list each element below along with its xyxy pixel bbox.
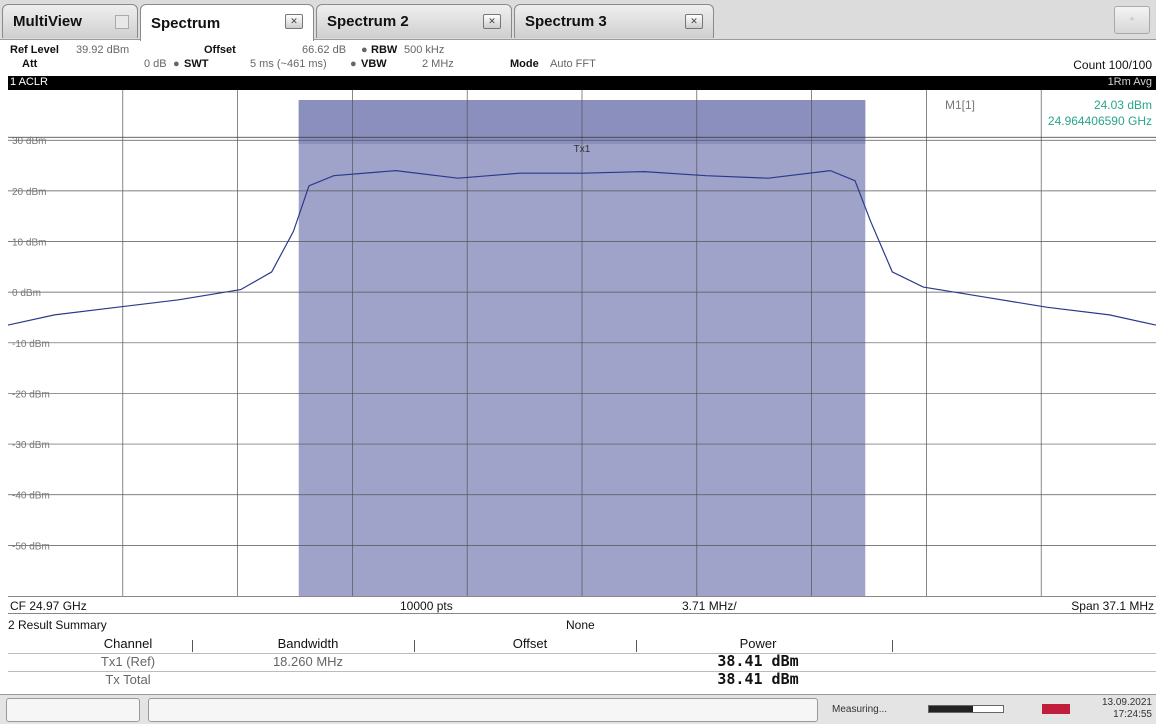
column-separator (892, 640, 893, 652)
multiview-icon (115, 15, 129, 29)
offset-value[interactable]: 66.62 dB (302, 44, 347, 56)
vbw-label: VBW (361, 58, 387, 70)
vbw-value[interactable]: 2 MHz (422, 58, 454, 70)
settings-panel: Ref Level 39.92 dBm Offset 66.62 dB ● RB… (0, 40, 1156, 76)
span[interactable]: Span 37.1 MHz (1071, 599, 1154, 613)
y-axis-ticks: 30 dBm 20 dBm 10 dBm 0 dBm -10 dBm -20 dBm -30… (12, 136, 50, 552)
diagram-footer: CF 24.97 GHz 10000 pts 3.71 MHz/ Span 37… (8, 596, 1156, 614)
tab-spectrum-2-label: Spectrum 2 (327, 13, 409, 30)
tab-spectrum-3[interactable]: Spectrum 3 ✕ (514, 4, 714, 38)
measurement-progress-fill (929, 706, 974, 712)
channel-label-tx1: Tx1 (574, 144, 591, 155)
row-total-power: 38.41 dBm (717, 670, 799, 688)
mode-label: Mode (510, 58, 539, 70)
y-tick-label: -40 dBm (12, 491, 50, 502)
date-time: 13.09.2021 17:24:55 (1102, 697, 1152, 721)
diagram-title: 1 ACLR (10, 76, 48, 88)
row-total-channel: Tx Total (105, 672, 151, 687)
header-power: Power (739, 636, 777, 651)
row-tx1-power: 38.41 dBm (717, 652, 799, 670)
coupled-icon: ● (350, 58, 357, 70)
swt-label: SWT (184, 58, 209, 70)
coupled-icon: ● (173, 58, 180, 70)
date: 13.09.2021 (1101, 697, 1152, 708)
tab-spectrum[interactable]: Spectrum ✕ (140, 4, 314, 41)
rohde-schwarz-logo-icon (1042, 704, 1070, 714)
column-separator (414, 640, 415, 652)
rbw-value[interactable]: 500 kHz (404, 44, 445, 56)
time: 17:24:55 (1113, 709, 1152, 720)
window-menu-button[interactable]: ▫ (1114, 6, 1150, 34)
row-divider (8, 671, 1156, 672)
close-icon[interactable]: ✕ (285, 14, 303, 29)
status-bar: Measuring... 13.09.2021 17:24:55 (0, 694, 1156, 724)
y-tick-label: -20 dBm (12, 389, 50, 400)
column-separator (636, 640, 637, 652)
swt-value[interactable]: 5 ms (~461 ms) (250, 58, 327, 70)
column-separator (192, 640, 193, 652)
tab-spectrum-3-label: Spectrum 3 (525, 13, 607, 30)
trace-mode-label: 1Rm Avg (1107, 76, 1152, 88)
diagram-header: 1 ACLR 1Rm Avg (8, 76, 1156, 90)
y-tick-label: 10 dBm (12, 238, 46, 249)
result-summary-title: 2 Result Summary (8, 618, 107, 632)
tab-bar: MultiView Spectrum ✕ Spectrum 2 ✕ Spectr… (0, 0, 1156, 41)
header-bandwidth: Bandwidth (277, 636, 339, 651)
row-divider (8, 653, 1156, 654)
center-frequency[interactable]: CF 24.97 GHz (10, 599, 87, 613)
result-summary-header: 2 Result Summary None (8, 616, 1156, 632)
y-tick-label: -50 dBm (12, 541, 50, 552)
y-tick-label: 20 dBm (12, 187, 46, 198)
offset-label: Offset (204, 44, 236, 56)
tab-multiview-label: MultiView (13, 13, 82, 30)
marker-name: M1[1] (945, 98, 976, 112)
division-width: 3.71 MHz/ (682, 599, 737, 613)
tab-multiview[interactable]: MultiView (2, 4, 138, 38)
mode-value[interactable]: Auto FFT (550, 58, 596, 70)
marker-level: 24.03 dBm (1093, 98, 1152, 112)
result-summary-table: Channel Bandwidth Offset Power Tx1 (Ref)… (8, 632, 1156, 690)
tab-spectrum-label: Spectrum (151, 14, 221, 32)
result-filter: None (566, 618, 595, 632)
sweep-points: 10000 pts (400, 599, 453, 613)
measurement-progress-bar (928, 705, 1004, 713)
close-icon[interactable]: ✕ (483, 14, 501, 29)
status-field-left[interactable] (6, 698, 140, 722)
sweep-count: Count 100/100 (1073, 58, 1152, 72)
row-tx1-channel: Tx1 (Ref) (100, 654, 156, 669)
att-label: Att (22, 58, 38, 70)
header-offset: Offset (512, 636, 548, 651)
tab-spectrum-2[interactable]: Spectrum 2 ✕ (316, 4, 512, 38)
grid (8, 90, 1156, 596)
y-tick-label: -10 dBm (12, 339, 50, 350)
y-tick-label: 30 dBm (12, 136, 46, 147)
marker-frequency: 24.964406590 GHz (1047, 114, 1152, 128)
rbw-label: RBW (371, 44, 398, 56)
att-value[interactable]: 0 dB (144, 58, 167, 70)
spectrum-chart[interactable]: 30 dBm 20 dBm 10 dBm 0 dBm -10 dBm -20 dBm -30… (8, 90, 1156, 596)
measuring-status: Measuring... (832, 704, 888, 715)
ref-level-value[interactable]: 39.92 dBm (76, 44, 130, 56)
header-channel: Channel (103, 636, 153, 651)
status-message-field[interactable] (148, 698, 818, 722)
coupled-icon: ● (361, 44, 368, 56)
close-icon[interactable]: ✕ (685, 14, 703, 29)
y-tick-label: 0 dBm (12, 288, 41, 299)
trace-line (8, 169, 1156, 326)
spectrum-diagram[interactable]: 30 dBm 20 dBm 10 dBm 0 dBm -10 dBm -20 dBm -30… (8, 90, 1156, 596)
row-tx1-bandwidth: 18.260 MHz (272, 654, 344, 669)
y-tick-label: -30 dBm (12, 440, 50, 451)
ref-level-label: Ref Level (10, 44, 59, 56)
